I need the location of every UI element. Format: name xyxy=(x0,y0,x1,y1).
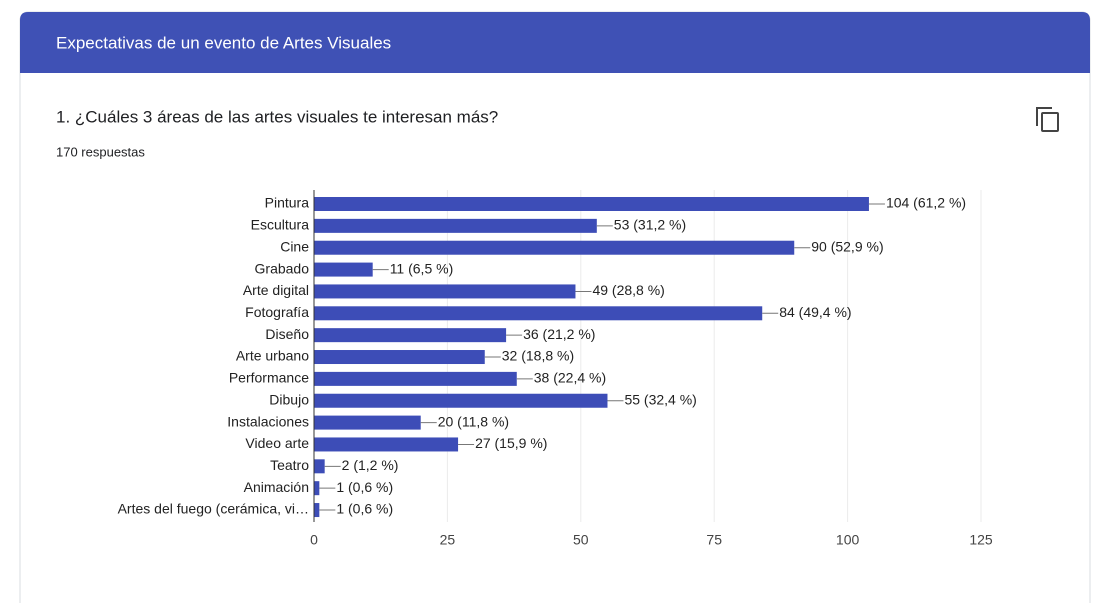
bar xyxy=(314,306,763,321)
y-tick-label: Animación xyxy=(244,479,309,495)
response-count: 170 respuestas xyxy=(56,144,145,159)
copy-icon[interactable] xyxy=(1036,107,1059,132)
value-label: 20 (11,8 %) xyxy=(438,413,509,429)
y-tick-label: Diseño xyxy=(265,326,309,342)
y-tick-label: Arte digital xyxy=(243,282,309,298)
copy-icon-front xyxy=(1041,112,1059,132)
y-tick-label: Instalaciones xyxy=(227,413,309,429)
bar xyxy=(314,262,373,277)
value-label: 55 (32,4 %) xyxy=(624,391,696,407)
bar xyxy=(314,197,869,211)
value-label: 53 (31,2 %) xyxy=(614,217,686,233)
y-tick-label: Dibujo xyxy=(269,391,309,407)
y-tick-label: Performance xyxy=(229,370,309,386)
y-tick-label: Fotografía xyxy=(245,304,309,320)
value-label: 36 (21,2 %) xyxy=(523,326,595,342)
bar xyxy=(314,393,608,408)
bar xyxy=(314,284,576,299)
value-label: 38 (22,4 %) xyxy=(534,370,606,386)
bar xyxy=(314,371,517,386)
x-tick-label: 100 xyxy=(836,532,860,548)
y-tick-label: Cine xyxy=(280,238,309,254)
bar xyxy=(314,350,485,365)
header-title: Expectativas de un evento de Artes Visua… xyxy=(56,33,391,52)
question-title: 1. ¿Cuáles 3 áreas de las artes visuales… xyxy=(56,107,498,126)
bar xyxy=(314,218,597,233)
value-label: 32 (18,8 %) xyxy=(502,348,574,364)
bar xyxy=(314,503,320,518)
value-label: 1 (0,6 %) xyxy=(336,501,393,517)
header-bar xyxy=(20,12,1090,73)
x-tick-label: 75 xyxy=(706,532,722,548)
x-tick-label: 0 xyxy=(310,532,318,548)
y-tick-label: Pintura xyxy=(265,195,310,211)
x-tick-label: 50 xyxy=(573,532,589,548)
value-label: 49 (28,8 %) xyxy=(592,282,664,298)
value-label: 84 (49,4 %) xyxy=(779,304,851,320)
y-tick-label: Escultura xyxy=(251,217,310,233)
y-tick-label: Arte urbano xyxy=(236,348,309,364)
value-label: 104 (61,2 %) xyxy=(886,195,966,211)
value-label: 90 (52,9 %) xyxy=(811,238,883,254)
bar xyxy=(314,437,459,452)
bar xyxy=(314,415,421,430)
value-label: 2 (1,2 %) xyxy=(342,457,399,473)
bar xyxy=(314,328,507,343)
y-tick-label: Video arte xyxy=(245,435,309,451)
x-tick-label: 25 xyxy=(440,532,456,548)
bar xyxy=(314,459,325,474)
value-label: 27 (15,9 %) xyxy=(475,435,547,451)
value-label: 1 (0,6 %) xyxy=(336,479,393,495)
value-label: 11 (6,5 %) xyxy=(390,260,454,276)
y-tick-label: Grabado xyxy=(255,260,310,276)
bar xyxy=(314,481,320,496)
x-tick-label: 125 xyxy=(969,532,993,548)
bar xyxy=(314,240,795,255)
y-tick-label: Artes del fuego (cerámica, vi… xyxy=(118,501,309,517)
copy-icon-back xyxy=(1036,107,1052,126)
y-tick-label: Teatro xyxy=(270,457,309,473)
